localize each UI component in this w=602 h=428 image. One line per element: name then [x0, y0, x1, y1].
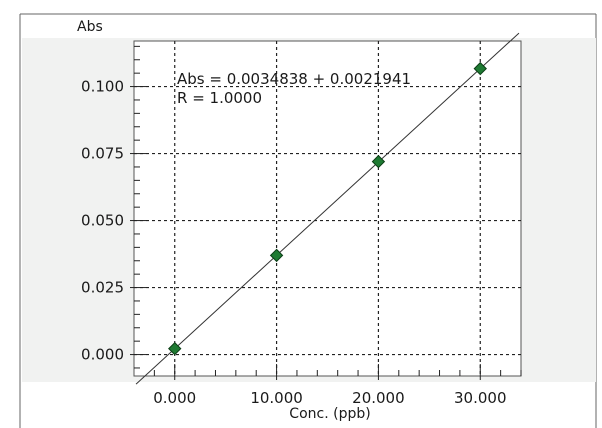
y-tick-label: 0.100 — [81, 78, 124, 96]
data-point — [371, 154, 386, 169]
x-tick-label: 20.000 — [352, 389, 405, 407]
y-tick-label: 0.000 — [81, 346, 124, 364]
x-tick-label: 10.000 — [250, 389, 303, 407]
x-axis-title: Conc. (ppb) — [289, 406, 370, 422]
tick-layer — [130, 45, 522, 380]
r-value-annotation: R = 1.0000 — [177, 89, 262, 107]
fit-layer — [135, 32, 520, 385]
point-layer — [168, 61, 487, 356]
data-point — [473, 61, 487, 76]
data-point — [168, 341, 182, 356]
label-layer: 0.000 0.025 0.050 0.075 0.100 0.000 10.000 20.0… — [81, 78, 506, 407]
regression-line — [135, 32, 520, 385]
y-tick-label: 0.025 — [81, 279, 124, 297]
y-axis-title: Abs — [77, 19, 103, 35]
x-tick-label: 0.000 — [153, 389, 196, 407]
data-point — [269, 248, 284, 263]
y-tick-label: 0.050 — [81, 212, 124, 230]
equation-annotation: Abs = 0.0034838 + 0.0021941 — [177, 70, 411, 88]
x-tick-label: 30.000 — [454, 389, 507, 407]
grid-layer — [134, 41, 521, 376]
y-tick-label: 0.075 — [81, 145, 124, 163]
